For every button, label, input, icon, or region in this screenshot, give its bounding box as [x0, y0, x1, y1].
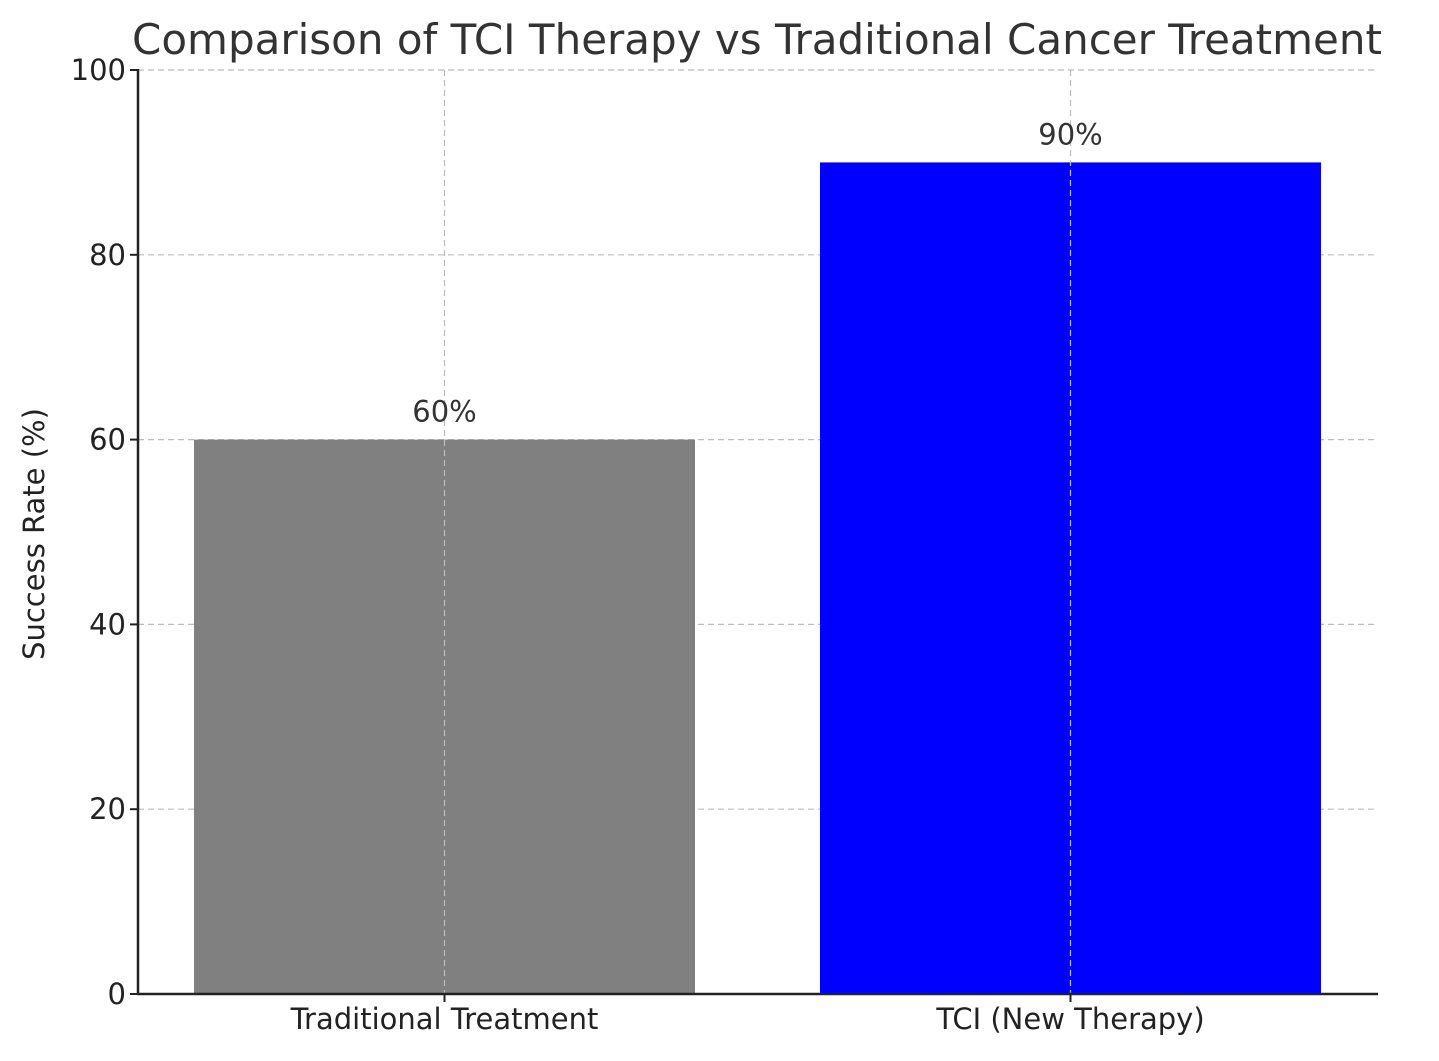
y-tick-label: 80	[89, 238, 126, 272]
y-tick-label: 40	[89, 607, 126, 641]
chart-title: Comparison of TCI Therapy vs Traditional…	[132, 15, 1382, 64]
y-tick-label: 60	[89, 423, 126, 457]
labels: 0 20 40 60 80 100 Traditional Treatment TCI (Ne…	[71, 53, 1205, 1036]
x-tick-label: Traditional Treatment	[290, 1002, 599, 1036]
bars	[194, 162, 1321, 995]
y-tick-label: 20	[89, 792, 126, 826]
x-tick-label: TCI (New Therapy)	[935, 1002, 1204, 1036]
y-tick-label: 0	[108, 977, 126, 1011]
vertical-grid-lines	[443, 70, 1072, 994]
y-axis-label: Success Rate (%)	[17, 408, 51, 660]
axes	[130, 69, 1378, 1002]
bar-value-label: 90%	[1038, 117, 1102, 151]
bar	[820, 162, 1321, 994]
bar-value-label: 60%	[412, 395, 476, 429]
y-tick-label: 100	[71, 53, 126, 87]
